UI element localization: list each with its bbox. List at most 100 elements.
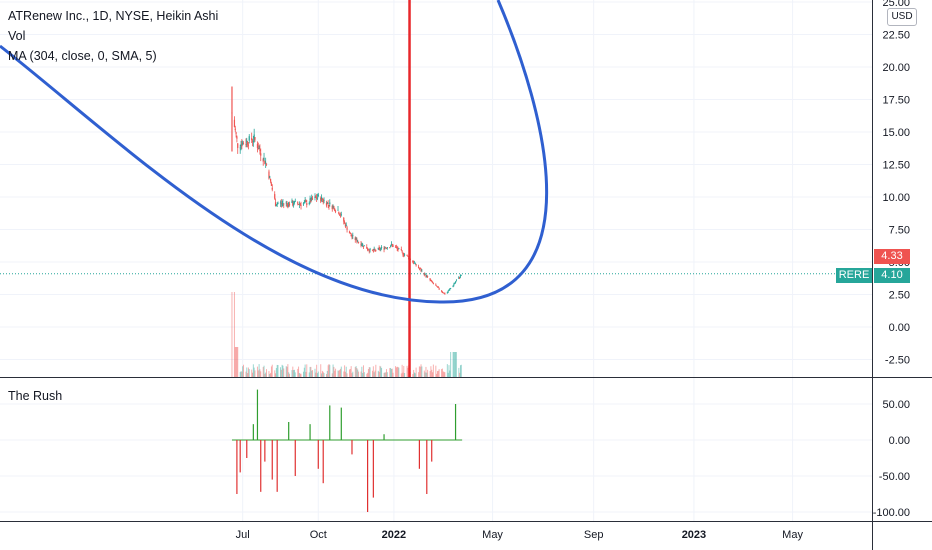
- candle-body: [367, 249, 370, 251]
- candle-body: [271, 187, 273, 190]
- candle-body: [343, 221, 346, 223]
- x-tick-label: May: [482, 529, 503, 541]
- currency-badge[interactable]: USD: [887, 8, 917, 26]
- candle-body: [264, 160, 266, 164]
- candle-body: [419, 268, 421, 270]
- volume-bar: [302, 371, 304, 377]
- candle-body: [403, 254, 405, 256]
- x-tick-label: Jul: [236, 529, 250, 541]
- volume-bar: [356, 368, 358, 377]
- volume-bar: [350, 366, 352, 377]
- rush-legend[interactable]: The Rush: [8, 389, 63, 403]
- candle-body: [325, 202, 328, 206]
- symbol-title[interactable]: ATRenew Inc., 1D, NYSE, Heikin Ashi: [8, 9, 219, 23]
- x-tick-label: 2022: [382, 529, 406, 541]
- candle-body: [401, 250, 403, 252]
- volume-bar: [314, 368, 316, 377]
- candle-body: [418, 268, 420, 270]
- volume-bar: [362, 373, 364, 377]
- candle-body: [385, 248, 388, 249]
- volume-bar: [305, 371, 307, 377]
- volume-bar: [368, 367, 370, 377]
- volume-bar: [431, 369, 433, 377]
- volume-bar: [444, 372, 446, 377]
- volume-bar: [337, 370, 339, 377]
- candle-body: [316, 198, 318, 199]
- volume-bar: [369, 367, 371, 377]
- volume-bar: [309, 366, 311, 377]
- candle-body: [459, 277, 461, 279]
- volume-bar: [349, 369, 351, 377]
- candle-body: [322, 200, 324, 202]
- candle-body: [440, 290, 443, 292]
- y-tick-label: -50.00: [879, 471, 910, 483]
- volume-bar: [269, 373, 271, 377]
- candle-body: [454, 283, 456, 285]
- volume-bar: [323, 373, 325, 377]
- volume-bar: [298, 366, 300, 377]
- candle-body: [426, 275, 428, 277]
- candle-body: [282, 203, 284, 205]
- volume-bar: [247, 373, 249, 377]
- candle-body: [414, 262, 416, 264]
- candle-body: [447, 291, 449, 293]
- candle-body: [274, 194, 276, 199]
- candle-body: [317, 194, 319, 197]
- volume-bar: [321, 373, 323, 377]
- volume-bar: [344, 371, 346, 377]
- volume-bar: [274, 370, 276, 377]
- volume-legend[interactable]: Vol: [8, 29, 26, 43]
- volume-bar: [233, 292, 235, 377]
- candle-body: [293, 201, 296, 204]
- volume-bar: [429, 371, 431, 377]
- volume-bar: [432, 372, 434, 377]
- candle-body: [357, 241, 359, 243]
- volume-bar: [343, 371, 345, 377]
- candle-body: [423, 273, 425, 276]
- candle-body: [398, 248, 400, 250]
- candle-body: [235, 132, 237, 135]
- candle-body: [286, 203, 288, 204]
- candle-body: [355, 238, 357, 240]
- volume-bar: [239, 372, 241, 377]
- volume-bar: [306, 364, 308, 377]
- candle-body: [304, 201, 306, 202]
- candle-body: [323, 200, 325, 202]
- candle-body: [311, 197, 313, 200]
- volume-bar: [311, 370, 313, 377]
- candle-body: [242, 142, 244, 145]
- candle-body: [449, 288, 451, 290]
- candle-body: [366, 247, 368, 249]
- volume-bar: [363, 372, 365, 377]
- volume-bar: [275, 373, 277, 377]
- volume-bar: [407, 367, 409, 377]
- volume-bar: [276, 364, 278, 377]
- volume-bar: [395, 366, 397, 377]
- y-tick-label: 2.50: [889, 290, 910, 302]
- candle-body: [241, 145, 243, 147]
- candle-body: [234, 128, 236, 131]
- volume-bar: [308, 372, 310, 377]
- ma-legend[interactable]: MA (304, close, 0, SMA, 5): [8, 49, 157, 63]
- candle-body: [333, 206, 335, 208]
- candle-body: [309, 198, 311, 201]
- volume-bar: [458, 367, 460, 377]
- volume-bar: [297, 368, 299, 377]
- candle-body: [350, 234, 352, 237]
- candle-body: [306, 203, 308, 205]
- candle-body: [459, 275, 462, 277]
- volume-bar: [386, 369, 388, 377]
- volume-bar: [421, 366, 423, 377]
- candle-body: [299, 203, 301, 205]
- candle-body: [316, 197, 319, 199]
- volume-bar: [373, 372, 375, 377]
- volume-bar: [257, 370, 259, 377]
- volume-bar: [280, 369, 282, 377]
- candle-body: [236, 136, 238, 139]
- candle-body: [424, 273, 426, 275]
- candle-body: [321, 198, 323, 200]
- candle-body: [292, 203, 294, 206]
- volume-bar: [438, 369, 440, 377]
- volume-bar: [246, 367, 248, 377]
